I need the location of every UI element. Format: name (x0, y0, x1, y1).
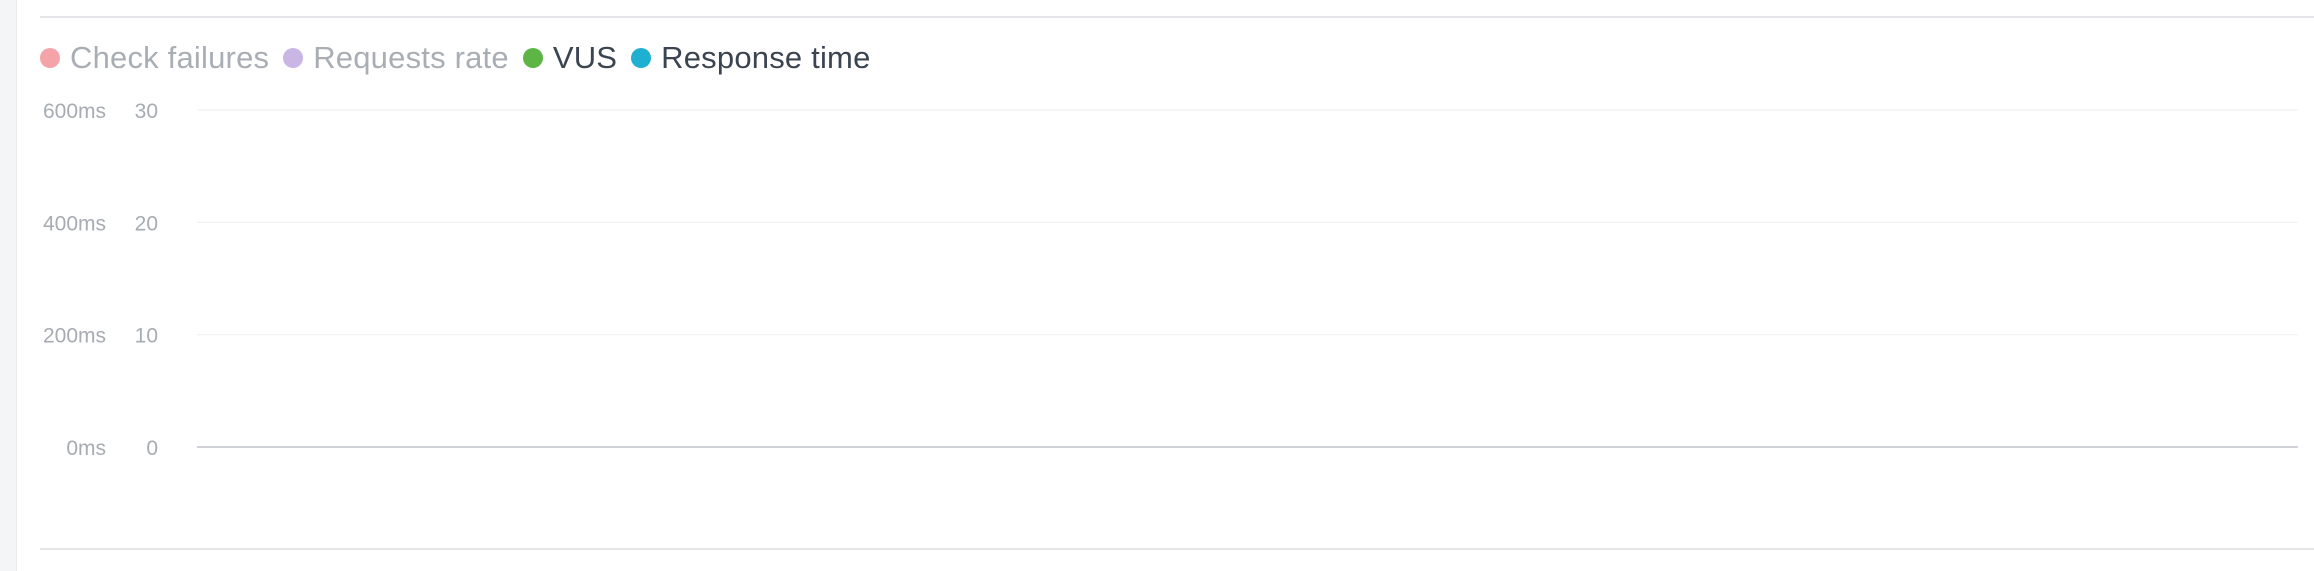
y-right-tick-label: 30 (135, 100, 158, 123)
y-right-tick-label: 10 (135, 325, 158, 348)
y-left-tick-label: 200ms (43, 325, 106, 348)
legend-dot-response-time (631, 48, 652, 68)
y-right-tick-label: 0 (146, 437, 158, 460)
legend-item-vus[interactable]: VUS (522, 40, 618, 76)
legend-dot-requests-rate (283, 48, 304, 68)
top-divider (40, 16, 2314, 18)
chart-legend: Check failures Requests rate VUS Respons… (40, 36, 875, 80)
legend-label-response-time: Response time (661, 40, 871, 75)
legend-label-check-failures: Check failures (70, 40, 270, 75)
y-left-tick-label: 0ms (66, 437, 106, 460)
y-right-tick-label: 20 (135, 212, 158, 235)
y-left-tick-label: 600ms (43, 100, 106, 123)
legend-item-check-failures[interactable]: Check failures (40, 40, 269, 76)
legend-item-response-time[interactable]: Response time (631, 40, 870, 76)
legend-label-requests-rate: Requests rate (313, 40, 509, 75)
legend-label-vus: VUS (552, 40, 618, 75)
legend-item-requests-rate[interactable]: Requests rate (283, 40, 509, 76)
y-left-tick-label: 400ms (43, 212, 106, 235)
left-rail (0, 0, 17, 571)
legend-dot-vus (522, 48, 543, 68)
legend-dot-check-failures (40, 48, 60, 68)
bottom-divider (40, 548, 2314, 550)
